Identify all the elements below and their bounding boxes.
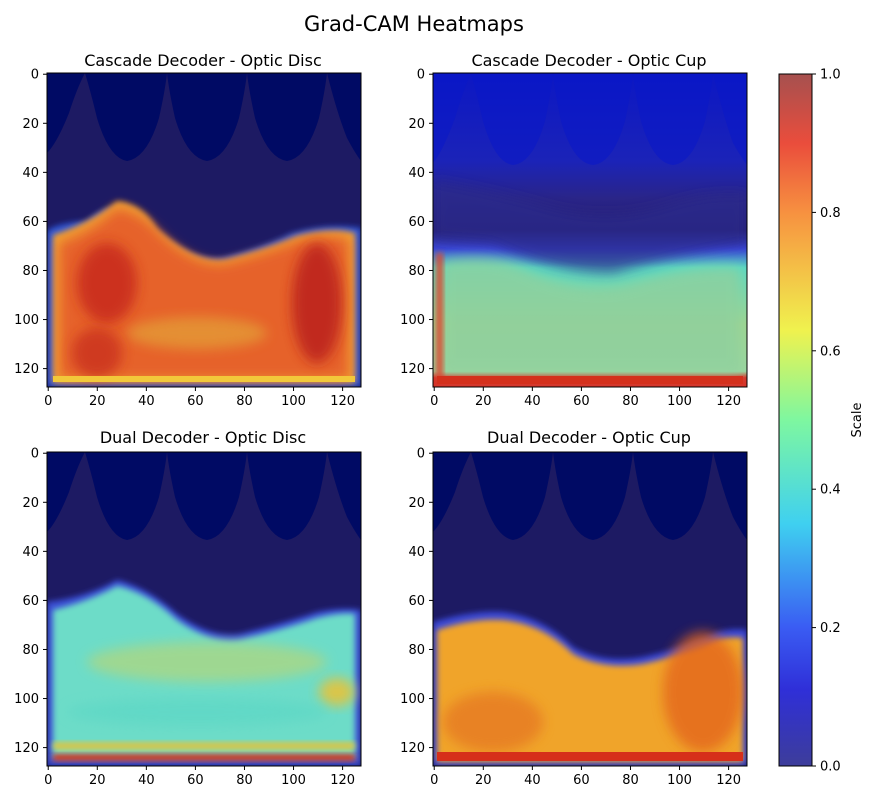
x-tick-label: 20 [89,394,106,409]
x-tick-label: 120 [716,394,741,409]
y-tick-label: 40 [408,166,425,181]
x-tick-label: 80 [236,394,253,409]
panel-cascade-disc: Cascade Decoder - Optic Disc [46,51,362,388]
y-tick-label: 60 [408,215,425,230]
x-tick-label: 100 [281,773,306,788]
y-tick-label: 100 [14,313,39,328]
y-tick-label: 120 [14,741,39,756]
y-tick-label: 0 [417,68,425,83]
y-tick-label: 100 [14,692,39,707]
y-tick-label: 120 [14,362,39,377]
colorbar-label: Scale [850,403,865,438]
colorbar-gradient [779,74,812,766]
x-tick-label: 100 [281,394,306,409]
figure-title: Grad-CAM Heatmaps [304,12,524,36]
y-tick-label: 0 [31,68,39,83]
x-tick-label: 100 [667,394,692,409]
panel-dual-cup: Dual Decoder - Optic Cup [432,428,748,767]
colorbar-tick-label: 0.0 [820,760,841,775]
x-tick-label: 20 [475,773,492,788]
y-tick-label: 0 [31,447,39,462]
colorbar-tick-label: 0.2 [820,621,841,636]
colorbar-tick-label: 0.6 [820,344,841,359]
y-tick-label: 100 [400,313,425,328]
x-tick-label: 40 [138,394,155,409]
x-tick-label: 60 [573,394,590,409]
x-tick-label: 120 [716,773,741,788]
colorbar: 0.0 0.2 0.4 0.6 0.8 1.0 Scale [778,68,865,775]
x-tick-label: 100 [667,773,692,788]
x-tick-label: 60 [187,394,204,409]
y-tick-label: 20 [22,117,39,132]
x-tick-label: 60 [187,773,204,788]
panel-dual-disc: Dual Decoder - Optic Disc [46,428,362,767]
heatmap-area [433,73,747,387]
x-tick-label: 120 [330,773,355,788]
y-tick-label: 80 [408,264,425,279]
x-tick-label: 20 [89,773,106,788]
y-tick-label: 20 [408,496,425,511]
y-tick-label: 80 [22,264,39,279]
y-tick-label: 40 [408,545,425,560]
x-tick-label: 60 [573,773,590,788]
y-tick-label: 60 [408,594,425,609]
x-tick-label: 40 [524,773,541,788]
y-tick-label: 20 [408,117,425,132]
x-tick-label: 80 [622,394,639,409]
colorbar-tick-label: 1.0 [820,68,841,83]
y-tick-label: 40 [22,166,39,181]
colorbar-tick-label: 0.8 [820,206,841,221]
x-tick-label: 80 [236,773,253,788]
x-tick-label: 40 [138,773,155,788]
y-tick-label: 20 [22,496,39,511]
x-tick-label: 20 [475,394,492,409]
y-tick-label: 60 [22,215,39,230]
y-tick-label: 60 [22,594,39,609]
panel-title: Cascade Decoder - Optic Cup [471,51,706,70]
x-tick-label: 0 [430,773,438,788]
x-tick-label: 80 [622,773,639,788]
x-tick-label: 0 [44,773,52,788]
y-tick-label: 120 [400,741,425,756]
y-tick-label: 40 [22,545,39,560]
panel-title: Dual Decoder - Optic Cup [487,428,691,447]
panel-title: Cascade Decoder - Optic Disc [84,51,322,70]
panel-cascade-cup: Cascade Decoder - Optic Cup [432,51,748,388]
x-tick-label: 0 [44,394,52,409]
heatmap-area [433,452,747,766]
y-tick-label: 100 [400,692,425,707]
y-tick-label: 120 [400,362,425,377]
x-tick-label: 120 [330,394,355,409]
colorbar-tick-label: 0.4 [820,483,841,498]
heatmap-area [47,452,361,766]
heatmap-area [47,73,361,387]
y-tick-label: 0 [417,447,425,462]
y-tick-label: 80 [408,643,425,658]
x-tick-label: 0 [430,394,438,409]
y-tick-label: 80 [22,643,39,658]
axes-ticks: 0 20 40 60 80 100 120 0 20 40 60 80 100 120 0 20 40 60 80 1… [14,68,741,788]
panel-title: Dual Decoder - Optic Disc [100,428,306,447]
x-tick-label: 40 [524,394,541,409]
